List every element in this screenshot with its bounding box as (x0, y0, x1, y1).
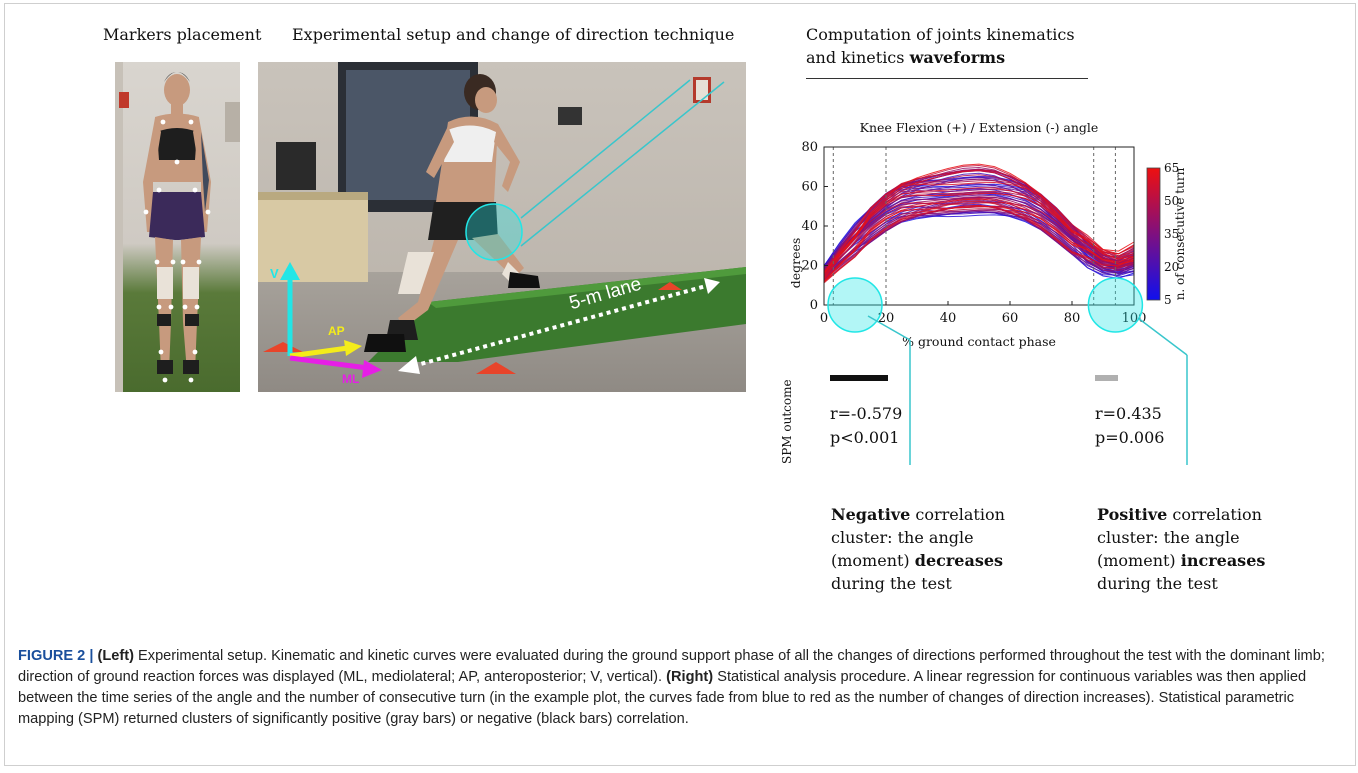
positive-correlation-note: Positive correlation cluster: the angle … (1097, 505, 1266, 593)
highlight-circle-2 (1087, 277, 1144, 333)
x-tick-label-0: 0 (820, 311, 828, 326)
y-tick-label-60: 60 (801, 180, 818, 195)
markers-photo (115, 62, 240, 392)
heading-rule (806, 78, 1088, 79)
knee-angle-chart: Knee Flexion (+) / Extension (-) angle d… (788, 120, 1187, 349)
caption-left-tag: (Left) (97, 648, 134, 664)
series-curve-57 (823, 192, 1135, 279)
colorbar-tick-label-35: 35 (1164, 227, 1179, 241)
series-curve-42 (823, 192, 1135, 276)
positive-cluster-bar (1095, 375, 1118, 381)
series-curve-54 (823, 181, 1135, 275)
caption-lead: FIGURE 2 | (18, 648, 98, 664)
positive-p-value: p=0.006 (1095, 428, 1165, 447)
series-curve-55 (823, 204, 1135, 284)
series-curve-58 (823, 206, 1135, 283)
colorbar-tick-label-65: 65 (1164, 161, 1179, 175)
computation-heading-line2: and kinetics waveforms (806, 48, 1006, 67)
series-curve-41 (823, 200, 1135, 281)
y-tick-label-20: 20 (801, 259, 818, 274)
y-tick-label-40: 40 (801, 219, 818, 234)
figure-frame (4, 3, 1356, 766)
series-curve-59 (823, 163, 1135, 274)
caption-right-tag: (Right) (666, 669, 714, 685)
x-tick-label-20: 20 (878, 311, 895, 326)
highlight-circle-1 (827, 277, 883, 333)
series-curve-47 (823, 208, 1135, 282)
caption-right-text: Statistical analysis procedure. A linear… (18, 669, 1307, 727)
mediolateral-axis-label: ML (342, 372, 360, 386)
colorbar (1146, 167, 1161, 301)
colorbar-tick-label-5: 5 (1164, 293, 1172, 307)
series-curve-43 (823, 180, 1135, 273)
colorbar-tick-label-50: 50 (1164, 194, 1179, 208)
positive-r-value: r=0.435 (1095, 404, 1162, 423)
vertical-axis-label: V (270, 266, 279, 281)
chart-y-axis-label: degrees (788, 238, 803, 289)
figure-caption: FIGURE 2 | (Left) Experimental setup. Ki… (18, 646, 1343, 730)
chart-x-axis-label: % ground contact phase (902, 334, 1056, 349)
markers-heading: Markers placement (103, 25, 262, 44)
anteroposterior-axis-label: AP (328, 324, 345, 338)
chart-title: Knee Flexion (+) / Extension (-) angle (860, 120, 1099, 135)
negative-r-value: r=-0.579 (830, 404, 903, 423)
negative-correlation-note: Negative correlation cluster: the angle … (831, 505, 1005, 593)
colorbar-label: n. of consecutive turn (1173, 167, 1187, 300)
computation-heading-line1: Computation of joints kinematics (806, 25, 1075, 44)
setup-heading: Experimental setup and change of directi… (292, 25, 735, 44)
setup-photo: 5-m lane V AP ML (258, 62, 746, 392)
x-tick-label-60: 60 (1002, 311, 1019, 326)
y-tick-label-80: 80 (801, 140, 818, 155)
series-curve-36 (823, 209, 1135, 281)
negative-cluster-bar (830, 375, 888, 381)
colorbar-tick-label-20: 20 (1164, 260, 1179, 274)
y-tick-label-0: 0 (810, 298, 818, 313)
x-tick-label-40: 40 (940, 311, 957, 326)
series-curve-60 (823, 198, 1135, 282)
caption-left-text: Experimental setup. Kinematic and kineti… (18, 648, 1325, 685)
x-tick-label-80: 80 (1064, 311, 1081, 326)
negative-p-value: p<0.001 (830, 428, 900, 447)
series-curve-50 (823, 201, 1135, 280)
